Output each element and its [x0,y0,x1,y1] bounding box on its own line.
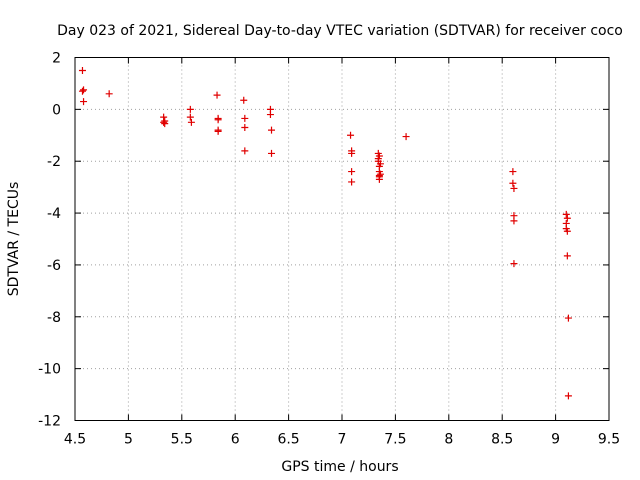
y-tick-label: 2 [52,51,61,67]
data-point [376,170,384,178]
x-tick-label: 5.5 [171,432,193,448]
data-point [78,87,86,95]
data-point [509,179,517,187]
data-point [347,131,355,139]
x-tick-label: 8.5 [491,432,513,448]
data-point [564,392,572,400]
data-point [241,124,249,132]
x-tick-label: 4.5 [64,432,86,448]
data-point [375,152,383,160]
data-point [510,260,518,268]
x-tick-label: 6.5 [277,432,299,448]
data-point [241,114,249,122]
data-point [563,227,571,235]
x-tick-label: 5 [124,432,133,448]
data-point [268,126,276,134]
x-tick-label: 9.5 [598,432,620,448]
data-point [268,149,276,157]
x-tick-label: 9 [551,432,560,448]
data-point [186,113,194,121]
y-tick-label: -12 [38,414,61,430]
x-axis-title: GPS time / hours [281,459,398,475]
x-tick-labels: 4.5 5 5.5 6 6.5 7 7.5 8 8.5 9 9.5 [64,432,620,448]
data-point [563,252,571,260]
data-point [510,217,518,225]
y-tick-label: -4 [47,206,61,222]
data-point [80,86,88,94]
data-point [348,178,356,186]
data-point [563,214,571,222]
grid [75,57,609,421]
y-axis-title: SDTVAR / TECUs [6,182,22,297]
data-point [214,116,222,124]
data-point [160,118,168,126]
x-tick-label: 8 [444,432,453,448]
data-point [348,149,356,157]
data-point [348,168,356,176]
data-points [78,66,572,400]
y-tick-label: -6 [47,258,61,274]
data-point [266,111,274,119]
data-point [562,210,570,218]
data-point [375,175,383,183]
x-tick-label: 7 [338,432,347,448]
x-tick-label: 6 [231,432,240,448]
y-tick-label: -8 [47,310,61,326]
x-tick-label: 7.5 [384,432,406,448]
axis-ticks [74,57,610,421]
data-point [213,91,221,99]
data-point [509,168,517,176]
y-tick-label: -2 [47,154,61,170]
y-tick-labels: 2 0 -2 -4 -6 -8 -10 -12 [38,51,61,430]
data-point [186,105,194,113]
data-point [105,90,113,98]
data-point [564,314,572,322]
data-point [187,118,195,126]
y-tick-label: -10 [38,362,61,378]
data-point [240,96,248,104]
y-tick-label: 0 [52,102,61,118]
data-point [214,126,222,134]
data-point [161,120,169,128]
chart-title: Day 023 of 2021, Sidereal Day-to-day VTE… [57,23,623,39]
data-point [376,160,384,168]
data-point [241,147,249,155]
data-point [402,133,410,141]
data-point [78,66,86,74]
data-point [510,184,518,192]
data-point [80,98,88,106]
